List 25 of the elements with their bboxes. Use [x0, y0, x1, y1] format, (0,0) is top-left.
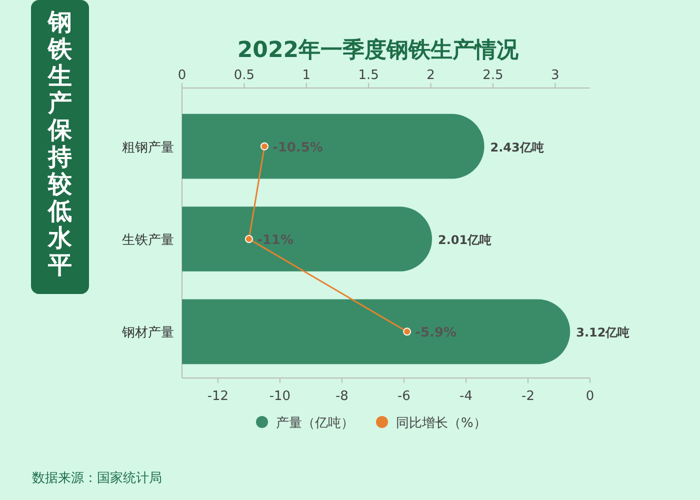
x-tick-label: 0	[586, 389, 594, 404]
x2-tick-label: 1	[302, 68, 311, 83]
x2-tick-label: 3	[551, 68, 560, 83]
x-tick-label: -10	[269, 389, 291, 404]
y-tick-label: 钢材产量	[121, 326, 174, 341]
x-tick-label: -2	[522, 389, 534, 404]
x-tick-label: -6	[397, 389, 410, 404]
y-tick-label: 生铁产量	[122, 233, 174, 248]
data-label: 3.12亿吨	[576, 326, 630, 340]
text: 钢铁生产保持较低水平	[48, 8, 72, 279]
x2-tick-label: 2.5	[482, 68, 504, 83]
legend-label: 同比增长（%）	[396, 416, 486, 431]
y-tick-label: 粗钢产量	[122, 140, 174, 156]
source-note: 数据来源：国家统计局	[32, 470, 162, 486]
data-label: 2.43亿吨	[490, 140, 544, 154]
data-label: 2.01亿吨	[438, 233, 492, 247]
x2-tick-label: 2	[426, 68, 435, 83]
x2-tick-label: 1.5	[358, 68, 379, 83]
x-tick-label: -4	[460, 389, 472, 404]
x-tick-label: -8	[335, 389, 348, 404]
chart-title: 2022年一季度钢铁生产情况	[237, 37, 520, 63]
x2-tick-label: 0.5	[234, 68, 255, 83]
x2-tick-label: 0	[178, 68, 186, 83]
legend-label: 产量（亿吨）	[276, 416, 354, 431]
x-tick-label: -12	[207, 389, 229, 404]
